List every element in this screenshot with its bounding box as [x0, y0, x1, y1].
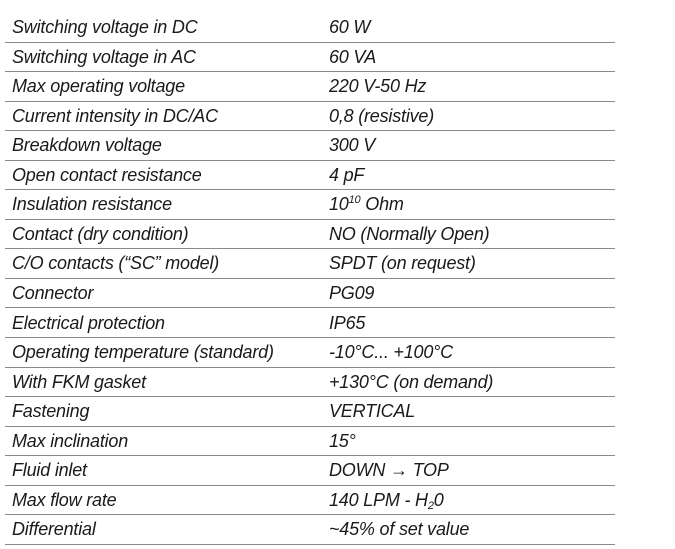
table-row: Max flow rate 140 LPM - H20 — [5, 486, 615, 516]
value: 0,8 (resistive) — [329, 105, 435, 126]
parameter: Current intensity in DC/AC — [12, 105, 218, 126]
parameter: Breakdown voltage — [12, 135, 162, 156]
table-row: Breakdown voltage 300 V — [5, 131, 615, 161]
parameter: Fastening — [12, 401, 90, 422]
table-row: Current intensity in DC/AC 0,8 (resistive… — [5, 102, 615, 132]
table-row: Max inclination 15° — [5, 427, 615, 457]
value: 15° — [329, 430, 356, 451]
parameter: Switching voltage in AC — [12, 46, 196, 67]
table-row: Operating temperature (standard) -10°C...… — [5, 338, 615, 368]
value: ~45% of set value — [329, 519, 470, 540]
parameter: Operating temperature (standard) — [12, 342, 274, 363]
value: SPDT (on request) — [329, 253, 476, 274]
parameter: Differential — [12, 519, 96, 540]
table-row: Connector PG09 — [5, 279, 615, 309]
text-part: 10 — [348, 194, 361, 207]
table-row: Max operating voltage 220 V-50 Hz — [5, 72, 615, 102]
parameter: Max flow rate — [12, 489, 117, 510]
value: PG09 — [329, 282, 375, 303]
parameter: Insulation resistance — [12, 194, 172, 215]
value: 1010 Ohm — [329, 190, 404, 219]
value: +130°C (on demand) — [329, 371, 494, 392]
parameter: Fluid inlet — [12, 460, 87, 481]
text-part: 2 — [427, 499, 434, 512]
table-row: Contact (dry condition) NO (Normally Open… — [5, 220, 615, 250]
value: 300 V — [329, 135, 376, 156]
parameter: With FKM gasket — [12, 371, 146, 392]
parameter: Connector — [12, 282, 94, 303]
parameter: Max inclination — [12, 430, 129, 451]
parameter: Switching voltage in DC — [12, 17, 198, 37]
parameter: Contact (dry condition) — [12, 223, 189, 244]
table-row: With FKM gasket +130°C (on demand) — [5, 368, 615, 398]
parameter: C/O contacts (“SC” model) — [12, 253, 220, 274]
table-row: Insulation resistance 1010 Ohm — [5, 190, 615, 220]
table-row: Switching voltage in AC 60 VA — [5, 43, 615, 73]
text-part: 10 — [329, 194, 349, 215]
table-row: Electrical protection IP65 — [5, 309, 615, 338]
text-part: Ohm — [360, 194, 404, 215]
parameter: Max operating voltage — [12, 76, 185, 97]
table-row: Fluid inlet DOWN → TOP — [5, 456, 615, 486]
table-row: Switching voltage in DC 60 W — [5, 13, 615, 43]
text-part: 140 LPM - H — [329, 489, 428, 510]
value: 140 LPM - H20 — [329, 486, 444, 515]
value: DOWN → TOP — [329, 460, 449, 481]
value: 4 pF — [329, 164, 365, 185]
table-row: Fastening VERTICAL — [5, 397, 615, 427]
parameter: Open contact resistance — [12, 164, 202, 185]
table-row: C/O contacts (“SC” model) SPDT (on reques… — [5, 249, 615, 279]
parameter: Electrical protection — [12, 312, 165, 333]
value: 60 VA — [329, 46, 377, 67]
text-part: 0 — [433, 489, 444, 510]
value: 220 V-50 Hz — [329, 76, 427, 97]
value: -10°C... +100°C — [329, 342, 453, 363]
value: VERTICAL — [329, 401, 416, 422]
value: NO (Normally Open) — [329, 223, 490, 244]
value: IP65 — [329, 312, 366, 333]
value: 60 W — [329, 17, 371, 37]
table-row: Differential ~45% of set value — [5, 515, 615, 545]
table-row: Open contact resistance 4 pF — [5, 161, 615, 191]
